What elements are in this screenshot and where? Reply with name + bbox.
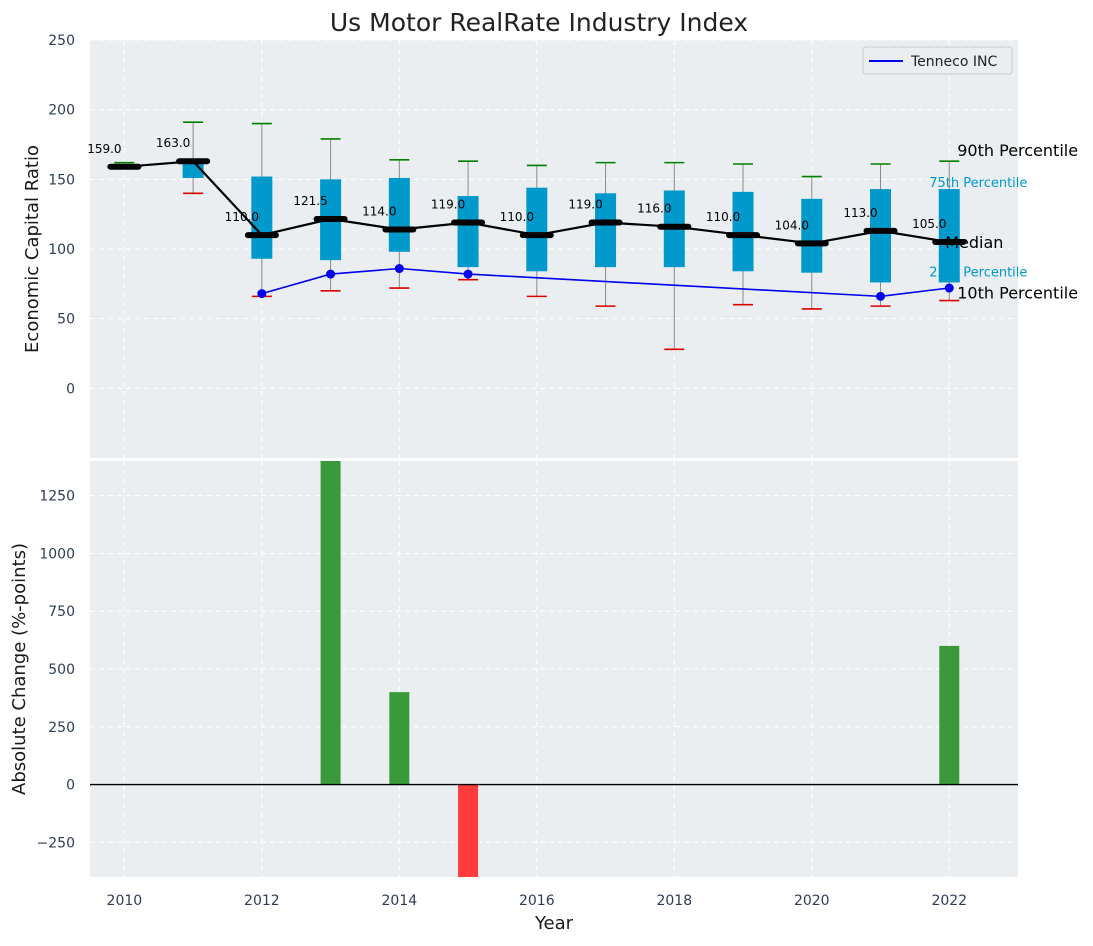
x-tick-label: 2016	[519, 893, 555, 909]
percentile-annotations: 90th Percentile 75th Percentile Median 25th…	[929, 141, 1078, 302]
box-plots	[113, 121, 960, 351]
legend-label: Tenneco INC	[910, 54, 997, 70]
box-2016	[526, 164, 548, 298]
iqr-box	[870, 189, 892, 283]
annotation-median: Median	[945, 233, 1003, 252]
company-point	[463, 269, 473, 279]
iqr-box	[938, 189, 960, 283]
box-2021	[870, 163, 892, 307]
company-line	[261, 267, 950, 298]
x-tick-label: 2018	[656, 893, 692, 909]
legend-box	[862, 46, 1013, 75]
median-value-label: 159.0	[87, 142, 121, 156]
bottom-y-tick-label: 750	[48, 604, 75, 620]
median-value-label: 110.0	[500, 210, 534, 224]
annotation-p75: 75th Percentile	[929, 176, 1027, 191]
iqr-box	[526, 187, 548, 272]
box-2017	[595, 161, 617, 307]
chart-title: Us Motor RealRate Industry Index	[330, 8, 748, 37]
top-y-axis-label: Economic Capital Ratio	[22, 145, 43, 353]
box-2022	[938, 160, 960, 302]
top-y-tick-label: 0	[66, 381, 75, 397]
iqr-box	[732, 191, 754, 272]
x-ticks: 2010 2012 2014 2016 2018 2020 2022	[107, 893, 968, 909]
company-point	[944, 283, 954, 293]
bottom-y-tick-label: 1250	[39, 489, 75, 505]
bottom-y-tick-label: 1000	[39, 546, 75, 562]
top-y-ticks: 0 50 100 150 200 250	[48, 33, 75, 397]
iqr-box	[388, 177, 410, 252]
iqr-box	[457, 196, 479, 268]
annotation-p25: 25th Percentile	[929, 265, 1027, 280]
company-point	[326, 269, 336, 279]
bottom-y-tick-label: 250	[48, 720, 75, 736]
iqr-box	[801, 198, 823, 273]
median-value-label: 110.0	[706, 210, 740, 224]
median-value-label: 114.0	[362, 204, 396, 218]
top-y-tick-label: 150	[48, 172, 75, 188]
change-bar-2022	[939, 645, 960, 785]
median-value-label: 116.0	[637, 202, 671, 216]
bottom-y-axis-label: Absolute Change (%-points)	[9, 543, 30, 795]
iqr-box	[595, 193, 617, 268]
company-point	[394, 264, 404, 274]
median-value-label: 105.0	[912, 217, 946, 231]
change-bar-2013	[320, 461, 341, 785]
x-tick-label: 2022	[931, 893, 967, 909]
x-tick-label: 2012	[244, 893, 280, 909]
bottom-y-tick-label: −250	[37, 835, 75, 851]
top-y-tick-label: 250	[48, 33, 75, 49]
legend: Tenneco INC	[862, 46, 1013, 75]
iqr-box	[251, 176, 273, 259]
median-value-label: 163.0	[156, 136, 190, 150]
top-y-tick-label: 50	[57, 312, 75, 328]
bottom-y-tick-label: 500	[48, 662, 75, 678]
box-2019	[732, 163, 754, 306]
median-value-label: 110.0	[225, 210, 259, 224]
median-value-label: 119.0	[431, 198, 465, 212]
x-axis-label: Year	[534, 913, 574, 934]
change-bar-2014	[389, 692, 410, 785]
top-y-tick-label: 100	[48, 242, 75, 258]
company-point	[876, 291, 886, 301]
median-value-label: 119.0	[568, 198, 602, 212]
change-bar-2015	[458, 784, 479, 877]
x-tick-label: 2014	[382, 893, 418, 909]
company-series	[257, 264, 954, 301]
bottom-y-ticks: −250 0 250 500 750 1000 1250	[37, 489, 75, 852]
median-value-label: 104.0	[775, 218, 809, 232]
x-tick-label: 2020	[794, 893, 830, 909]
bottom-y-tick-label: 0	[66, 778, 75, 794]
change-bars	[320, 461, 960, 877]
median-value-label: 121.5	[293, 194, 327, 208]
median-series: 159.0 163.0 110.0 121.5 114.0 119.0 110.0 119.0…	[87, 136, 967, 247]
annotation-p90: 90th Percentile	[957, 141, 1078, 160]
box-2012	[251, 122, 273, 298]
median-value-label: 113.0	[843, 206, 877, 220]
annotation-p10: 10th Percentile	[957, 284, 1078, 303]
top-y-tick-label: 200	[48, 103, 75, 119]
x-tick-label: 2010	[107, 893, 143, 909]
company-point	[257, 289, 267, 299]
